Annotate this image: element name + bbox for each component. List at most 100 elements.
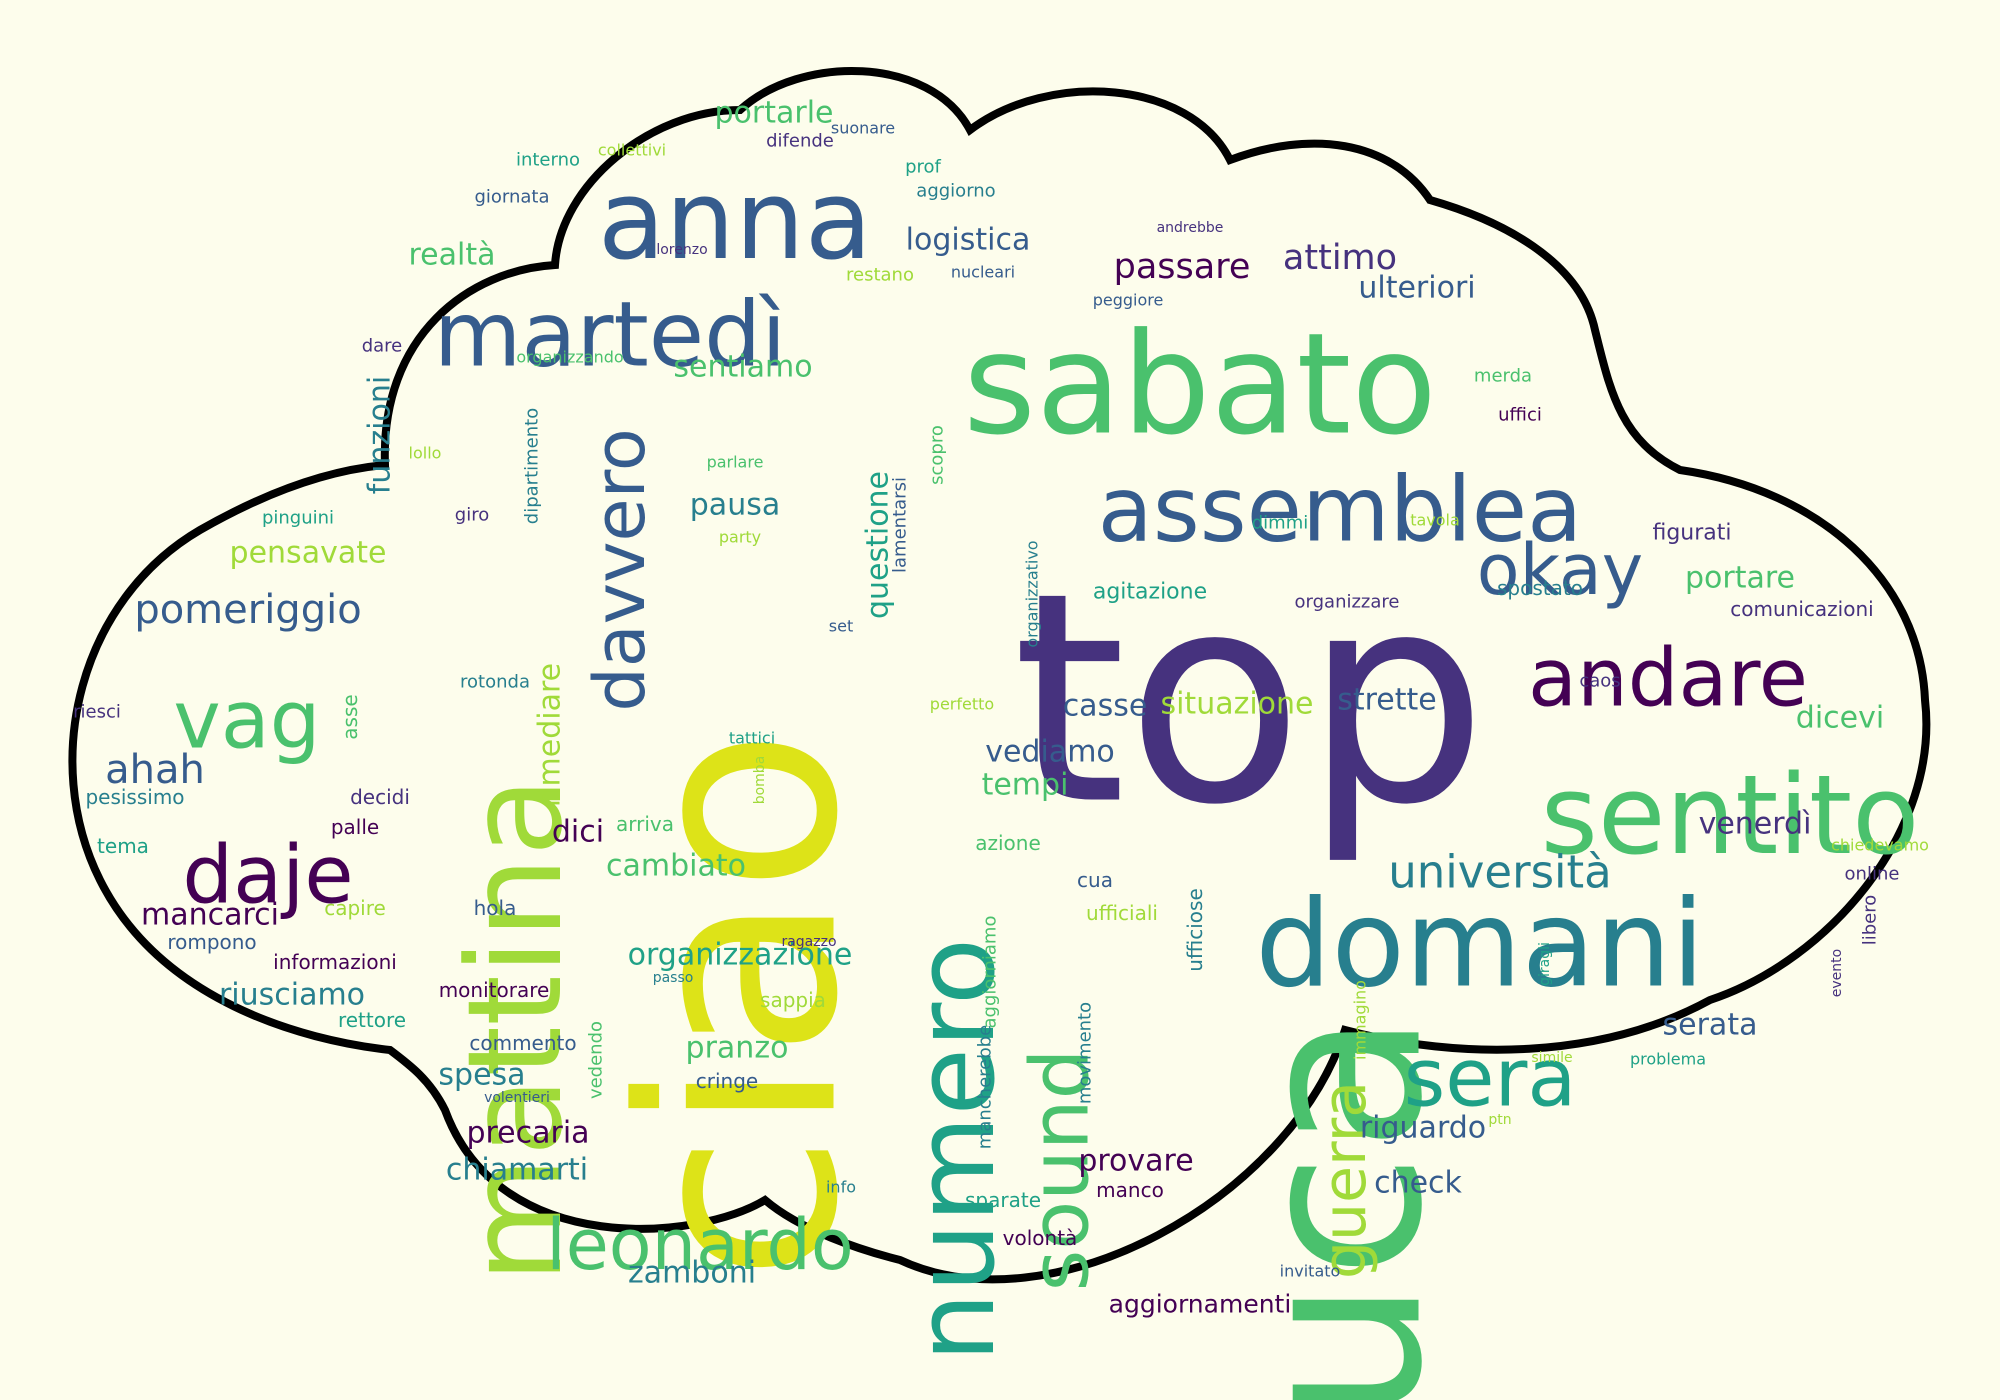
word-131: volentieri — [484, 1090, 550, 1106]
word-66: sparate — [965, 1188, 1041, 1212]
word-113: aggiorno — [916, 181, 995, 202]
word-89: lollo — [409, 444, 442, 463]
word-37: strette — [1337, 683, 1437, 718]
word-73: capire — [324, 896, 386, 920]
word-96: lamentarsi — [890, 477, 911, 573]
word-1: ciao — [583, 728, 898, 1282]
word-93: parlare — [707, 453, 764, 472]
word-35: casse — [1063, 689, 1148, 724]
word-112: giornata — [474, 187, 549, 208]
word-121: libero — [1860, 895, 1881, 946]
word-7: sentito — [1541, 751, 1920, 879]
word-10: martedì — [434, 283, 787, 388]
word-128: mancherebbe — [975, 1025, 996, 1149]
word-34: rimediare — [533, 663, 568, 807]
word-70: commento — [469, 1031, 576, 1055]
word-54: monitorare — [439, 978, 550, 1002]
word-127: movimento — [1075, 1002, 1096, 1104]
word-95: scopro — [927, 425, 948, 485]
word-36: situazione — [1160, 687, 1313, 722]
word-101: caos — [1579, 671, 1620, 692]
word-61: chiamarti — [446, 1153, 588, 1188]
word-15: sera — [1404, 1032, 1577, 1125]
word-22: ahah — [105, 747, 205, 793]
word-120: online — [1845, 864, 1900, 885]
word-48: cambiato — [606, 849, 746, 884]
word-3: sabato — [963, 304, 1437, 467]
word-119: chiedevamo — [1831, 836, 1929, 855]
word-104: tattici — [729, 729, 775, 748]
word-44: agitazione — [1093, 580, 1207, 605]
word-124: immagino — [1351, 980, 1370, 1060]
word-109: difende — [766, 131, 834, 152]
word-18: okay — [1477, 529, 1643, 611]
word-85: rotonda — [460, 672, 530, 693]
word-117: andrebbe — [1157, 220, 1224, 236]
word-87: pinguini — [262, 508, 334, 529]
word-56: serata — [1663, 1008, 1758, 1043]
word-33: funzioni — [363, 376, 398, 494]
word-102: set — [829, 617, 853, 636]
word-6: numero — [891, 938, 1019, 1362]
word-84: asse — [338, 694, 362, 739]
word-9: assemblea — [1098, 458, 1583, 563]
word-76: ufficiali — [1086, 901, 1158, 925]
word-75: cua — [1077, 868, 1113, 892]
word-62: spesa — [438, 1058, 525, 1093]
word-82: palle — [331, 815, 379, 839]
word-24: attimo — [1283, 238, 1397, 278]
word-129: aggiorniamo — [980, 916, 1001, 1029]
word-13: vag — [173, 674, 320, 767]
word-17: davvero — [579, 428, 661, 711]
word-28: ulteriori — [1358, 271, 1475, 306]
word-98: tavola — [1410, 511, 1460, 530]
word-92: dipartimento — [522, 408, 543, 524]
word-97: dimmi — [1252, 513, 1309, 534]
word-114: lorenzo — [656, 242, 707, 258]
word-19: guerra — [1310, 1081, 1380, 1279]
word-125: problema — [1630, 1050, 1706, 1069]
word-71: rettore — [338, 1008, 406, 1032]
word-42: comunicazioni — [1730, 597, 1873, 621]
cloud-outline-shape — [68, 67, 1931, 1284]
word-27: realtà — [409, 238, 496, 273]
word-29: sentiamo — [673, 350, 812, 385]
word-43: spostato — [1497, 576, 1583, 600]
word-74: hola — [474, 896, 517, 920]
word-108: suonare — [831, 119, 895, 138]
word-11: andare — [1528, 632, 1808, 725]
word-55: pranzo — [686, 1031, 789, 1066]
word-21: pomeriggio — [134, 587, 361, 633]
word-49: dici — [552, 815, 604, 850]
word-32: pensavate — [230, 536, 387, 571]
word-51: organizzazione — [628, 938, 853, 973]
word-86: riesci — [73, 702, 121, 723]
word-8: anna — [598, 156, 872, 284]
word-88: giro — [455, 505, 489, 526]
word-45: organizzare — [1295, 592, 1400, 613]
word-130: vedendo — [586, 1021, 607, 1099]
word-65: volontà — [1003, 1226, 1078, 1250]
word-91: organizzando — [516, 348, 623, 367]
word-31: pausa — [690, 488, 780, 523]
word-41: portare — [1685, 561, 1795, 596]
word-105: bomba — [752, 756, 768, 805]
word-103: perfetto — [930, 695, 994, 714]
word-0: top — [1012, 532, 1487, 869]
word-126: simile — [1531, 1050, 1572, 1066]
word-110: interno — [516, 150, 580, 171]
word-116: nucleari — [951, 263, 1015, 282]
word-77: ufficiose — [1183, 888, 1207, 972]
word-134: ptn — [1488, 1112, 1511, 1128]
word-106: organizzativo — [1023, 540, 1042, 647]
word-4: mattina — [439, 777, 591, 1283]
word-40: dicevi — [1796, 701, 1884, 736]
word-68: cringe — [696, 1069, 758, 1093]
word-115: restano — [846, 265, 914, 286]
word-14: sound — [1014, 1049, 1107, 1292]
word-23: passare — [1114, 247, 1251, 287]
word-57: riguardo — [1360, 1111, 1486, 1146]
word-136: info — [826, 1178, 856, 1197]
